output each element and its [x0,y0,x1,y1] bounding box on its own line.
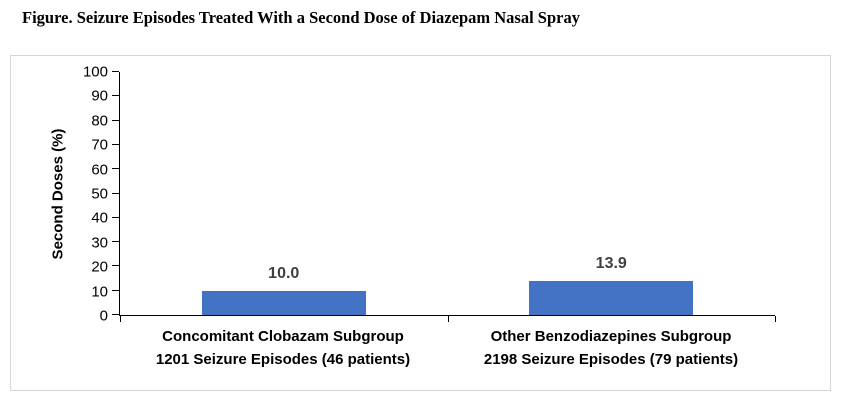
y-axis-tick-mark [112,168,119,170]
y-tick-label: 50 [91,185,108,203]
category-label: Concomitant Clobazam Subgroup 1201 Seizur… [119,326,447,371]
category-label-line1: Other Benzodiazepines Subgroup [490,328,732,345]
y-axis-tick-mark [112,192,119,194]
y-tick-label: 90 [91,87,108,105]
y-tick-label: 70 [91,136,108,154]
y-axis-tick-mark [112,265,119,267]
figure-title: Figure. Seizure Episodes Treated With a … [22,8,580,27]
y-axis-tick-mark [112,289,119,291]
y-tick-label: 30 [91,234,108,252]
category-label-line2: 1201 Seizure Episodes (46 patients) [155,350,411,368]
y-axis-tick-mark [112,119,119,121]
x-axis-tick-mark [447,316,449,322]
bar-value-label: 10.0 [268,264,300,282]
y-axis-tick-mark [112,143,119,145]
category-cell: 10.0 [120,72,448,315]
y-tick-label: 80 [91,112,108,130]
y-tick-label: 60 [91,161,108,179]
bar-value-label: 13.9 [595,255,627,273]
plot-area: 10.0 13.9 [112,71,776,322]
y-axis-tick-mark [112,216,119,218]
category-cell: 13.9 [448,72,776,315]
y-tick-label: 10 [91,283,108,301]
y-tick-label: 0 [99,307,108,325]
bar: 10.0 [201,265,366,315]
category-label: Other Benzodiazepines Subgroup 2198 Seizu… [447,326,775,371]
category-label-line1: Concomitant Clobazam Subgroup [162,328,404,345]
y-tick-label: 100 [82,63,108,81]
category-label-line2: 2198 Seizure Episodes (79 patients) [483,350,739,368]
bar: 13.9 [529,255,694,315]
x-category-labels: Concomitant Clobazam Subgroup 1201 Seizur… [119,326,775,371]
x-axis-tick-mark [120,316,121,322]
y-tick-labels: 0 10 20 30 40 50 60 70 80 90 100 [11,65,108,324]
y-tick-label: 40 [91,209,108,227]
chart-frame: Second Doses (%) 0 10 20 30 40 50 60 70 80 90 100 … [10,55,831,391]
y-axis-tick-mark [112,71,119,72]
y-tick-label: 20 [91,258,108,276]
x-axis-tick-mark [775,316,776,322]
y-axis-tick-mark [112,95,119,97]
y-axis-tick-mark [112,314,119,315]
y-axis-tick-mark [112,241,119,243]
